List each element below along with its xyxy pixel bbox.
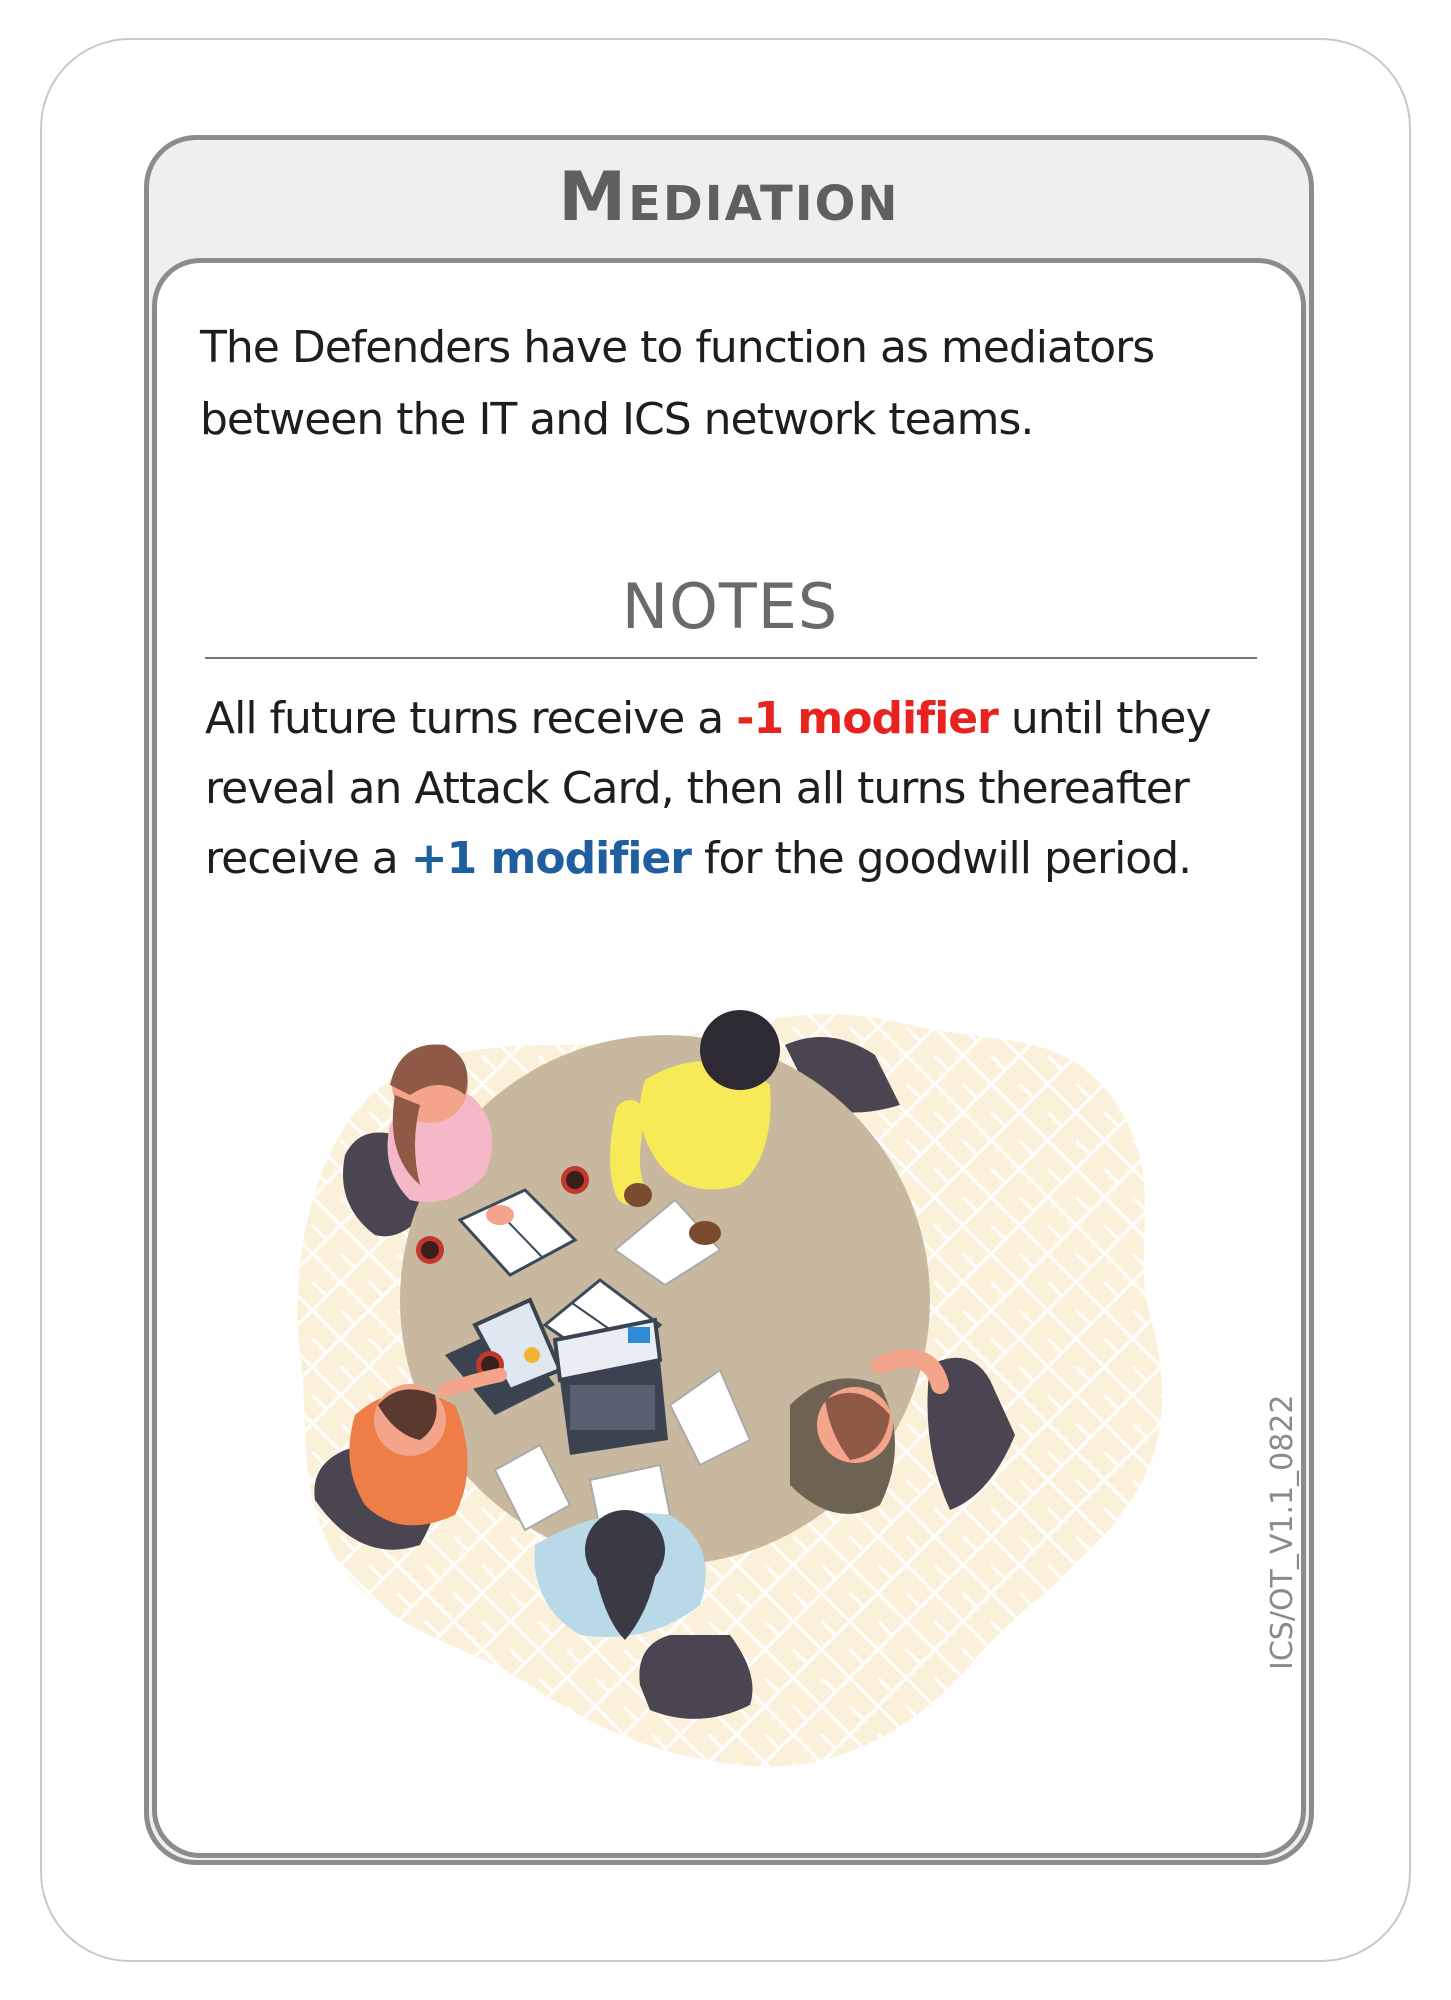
negative-modifier: -1 modifier [736,693,999,744]
paper [668,1368,752,1467]
person-brown [790,1349,949,1514]
person-yellow [610,1010,780,1245]
chair [927,1357,1015,1510]
person-blue [534,1510,706,1640]
notes-text: All future turns receive a -1 modifier u… [205,684,1265,894]
notes-part-2: until they reveal an Attack Card, then a… [205,693,1212,884]
notes-divider [205,657,1257,659]
notes-part-3: for the goodwill period. [690,833,1192,884]
laptop-icon [552,1317,668,1455]
person-orange [349,1368,507,1526]
person-pink [387,1044,514,1225]
notes-heading: NOTES [621,570,839,643]
card-title: Mediation [558,158,900,237]
notes-part-1: All future turns receive a [205,693,737,744]
version-code: ICS/OT_V1.1_0822 [1265,1395,1305,1670]
paper [493,1443,572,1532]
meeting-illustration [297,1010,1163,1767]
positive-modifier: +1 modifier [410,833,692,884]
chair [639,1635,753,1719]
card-description: The Defenders have to function as mediat… [200,322,1155,445]
paper [613,1198,722,1287]
